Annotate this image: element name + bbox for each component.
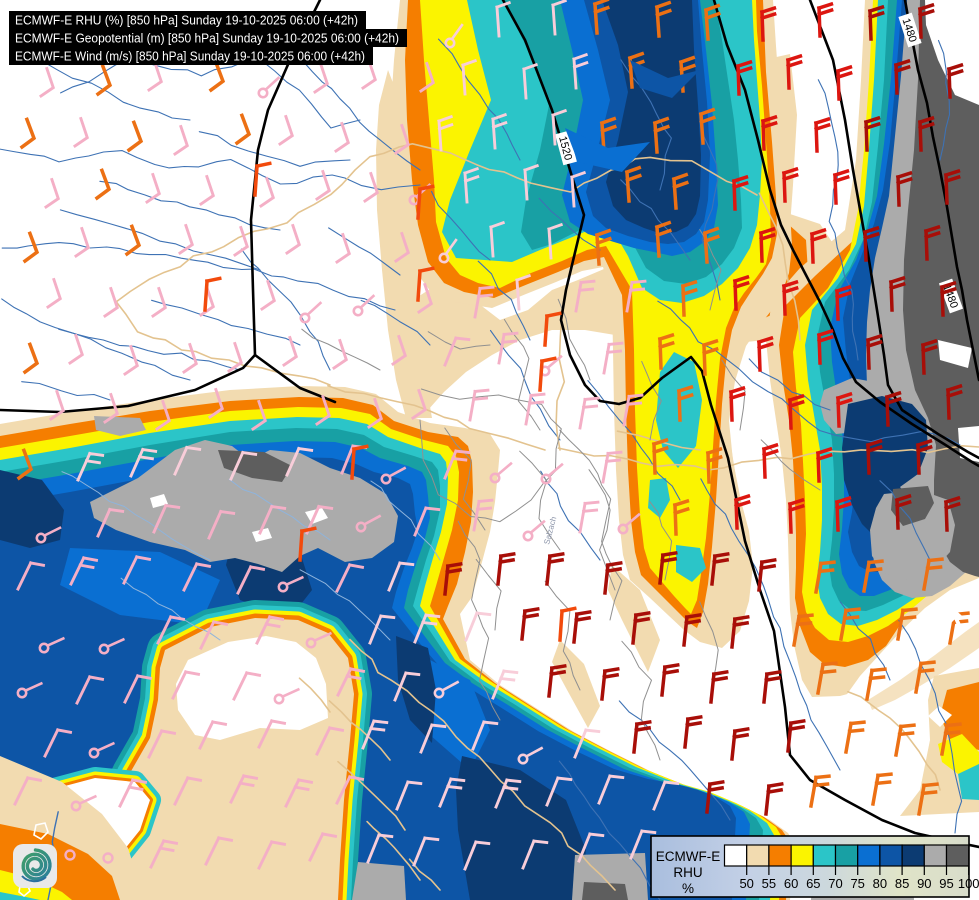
svg-text:85: 85 [895,876,909,891]
svg-text:65: 65 [806,876,820,891]
svg-text:RHU: RHU [673,865,702,880]
svg-text:100: 100 [958,876,979,891]
svg-text:ECMWF-E RHU (%) [850 hPa] Sund: ECMWF-E RHU (%) [850 hPa] Sunday 19-10-2… [15,14,358,28]
svg-text:80: 80 [873,876,887,891]
svg-text:%: % [682,881,694,896]
svg-text:ECMWF-E: ECMWF-E [656,849,721,864]
svg-text:50: 50 [739,876,753,891]
svg-text:60: 60 [784,876,798,891]
svg-text:75: 75 [850,876,864,891]
svg-text:55: 55 [762,876,776,891]
svg-text:70: 70 [828,876,842,891]
svg-text:ECMWF-E Geopotential (m) [850: ECMWF-E Geopotential (m) [850 hPa] Sunda… [15,32,399,46]
svg-text:95: 95 [939,876,953,891]
svg-text:ECMWF-E Wind (m/s) [850 hPa] S: ECMWF-E Wind (m/s) [850 hPa] Sunday 19-1… [15,50,365,64]
svg-text:90: 90 [917,876,931,891]
